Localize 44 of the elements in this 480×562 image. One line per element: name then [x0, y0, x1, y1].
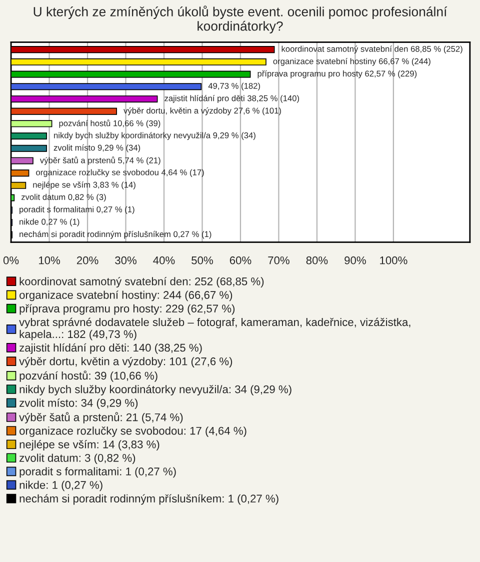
data-label: výběr šatů a prstenů 5,74 % (21): [40, 156, 160, 165]
legend-label: pozvání hostů: 39 (10,66 %): [20, 370, 158, 382]
legend-label: nejlépe se vším: 14 (3,83 %): [20, 440, 160, 451]
data-label: 49,73 % (182): [208, 82, 260, 90]
data-label: organizace svatební hostiny 66,67 % (244): [273, 58, 430, 66]
legend-label: příprava programu pro hosty: 229 (62,57 %): [20, 304, 235, 315]
legend-label: zvolit místo: 34 (9,29 %): [20, 398, 138, 410]
data-label: organizace rozlučky se svobodou 4,64 % (17): [36, 169, 204, 177]
data-label: nejlépe se vším 3,83 % (14): [33, 181, 136, 190]
x-tick-label: 0%: [3, 256, 19, 264]
legend-label: organizace svatební hostiny: 244 (66,67 %): [20, 290, 232, 302]
legend-label: výběr dortu, květin a výzdoby: 101 (27,6 %): [19, 356, 232, 368]
x-tick-label: 10%: [39, 256, 60, 264]
x-tick-label: 70%: [268, 256, 290, 264]
data-label: nikdy bych služby koordinátorky nevyužil/a 9,29 % (34): [54, 132, 256, 140]
data-label: koordinovat samotný svatební den 68,85 % (252): [282, 46, 462, 54]
chart-title: U kterých ze zmíněných úkolů byste event. ocenili pomoc profesionální koordinátorky?: [34, 6, 448, 34]
data-label: nechám si poradit rodinným příslušníkem 0,27 % (1): [20, 230, 212, 239]
legend-label: nikde: 1 (0,27 %): [20, 480, 102, 492]
legend-label: nechám si poradit rodinným příslušníkem: 1 (0,27 %): [20, 494, 278, 505]
legend-label: výběr šatů a prstenů: 21 (5,74 %): [19, 412, 183, 424]
legend-label: koordinovat samotný svatební den: 252 (68,85 %): [20, 277, 264, 288]
x-tick-label: 50%: [192, 256, 213, 264]
data-label: zvolit místo 9,29 % (34): [54, 144, 140, 152]
data-label: zvolit datum 0,82 % (3): [21, 194, 106, 202]
legend-label: vybrat správné dodavatele služeb – fotograf, kameraman, kadeřnice, vizážistka, kapela...: 182 (49,73 %): [19, 318, 410, 340]
data-label: nikde 0,27 % (1): [20, 218, 80, 226]
x-tick-label: 80%: [306, 256, 328, 264]
legend-label: poradit s formalitami: 1 (0,27 %): [20, 467, 176, 478]
x-tick-label: 60%: [230, 256, 252, 264]
data-label: poradit s formalitami 0,27 % (1): [20, 206, 134, 214]
legend-label: nikdy bych služby koordinátorky nevyužil/a: 34 (9,29 %): [20, 384, 292, 396]
x-tick-label: 40%: [153, 256, 175, 264]
data-label: výběr dortu, květin a výzdoby 27,6 % (101): [124, 107, 281, 116]
x-tick-label: 30%: [115, 256, 136, 264]
x-tick-label: 100%: [380, 256, 408, 264]
x-tick-label: 20%: [76, 256, 98, 264]
legend-label: zajistit hlídání pro děti: 140 (38,25 %): [20, 343, 202, 354]
data-label: pozvání hostů 10,66 % (39): [59, 119, 160, 128]
legend-label: zvolit datum: 3 (0,82 %): [20, 454, 136, 464]
data-label: zajistit hlídání pro děti 38,25 % (140): [164, 95, 299, 103]
data-label: příprava programu pro hosty 62,57 % (229): [258, 70, 417, 78]
legend-label: organizace rozlučky se svobodou: 17 (4,64 %): [20, 426, 246, 437]
x-tick-label: 90%: [344, 256, 366, 264]
